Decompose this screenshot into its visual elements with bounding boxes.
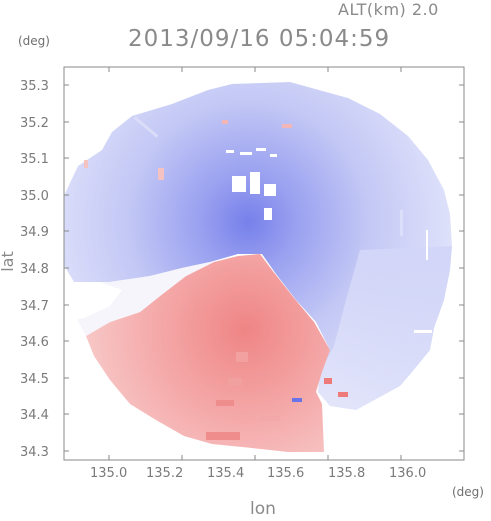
altitude-label: ALT(km) 2.0 xyxy=(338,0,439,19)
y-tick-label: 34.7 xyxy=(20,299,49,314)
x-axis-unit: (deg) xyxy=(452,485,484,499)
y-tick-label: 34.3 xyxy=(20,445,49,460)
y-tick-label: 35.2 xyxy=(20,116,49,131)
zero-velocity-band xyxy=(74,256,238,336)
receding-echo-region xyxy=(86,254,330,452)
plot-frame xyxy=(63,66,465,461)
x-tick-label: 135.4 xyxy=(207,466,244,481)
x-axis xyxy=(108,67,402,460)
y-tick-label: 35.3 xyxy=(20,79,49,94)
x-tick-label: 135.8 xyxy=(328,466,365,481)
y-tick-label: 34.9 xyxy=(20,225,49,240)
y-tick-label: 34.6 xyxy=(20,335,49,350)
x-tick-label: 135.6 xyxy=(267,466,304,481)
y-tick-label: 35.0 xyxy=(20,189,49,204)
y-tick-label: 34.8 xyxy=(20,262,49,277)
y-tick-labels: 35.3 35.2 35.1 35.0 34.9 34.8 34.7 34.6 … xyxy=(20,79,49,460)
x-tick-labels: 135.0 135.2 135.4 135.6 135.8 136.0 xyxy=(90,466,426,481)
y-axis xyxy=(64,84,464,452)
east-margin-tint xyxy=(318,246,452,410)
x-tick-label: 136.0 xyxy=(389,466,426,481)
y-tick-label: 35.1 xyxy=(20,152,49,167)
x-tick-label: 135.2 xyxy=(146,466,183,481)
x-tick-label: 135.0 xyxy=(90,466,127,481)
y-tick-label: 34.5 xyxy=(20,372,49,387)
echo-field xyxy=(64,82,452,452)
y-axis-unit: (deg) xyxy=(18,34,50,48)
y-tick-label: 34.4 xyxy=(20,408,49,423)
no-echo-gap-west xyxy=(64,282,122,322)
observation-timestamp: 2013/09/16 05:04:59 xyxy=(128,26,391,52)
x-axis-title: lon xyxy=(250,499,276,519)
clutter-streaks xyxy=(84,116,432,440)
